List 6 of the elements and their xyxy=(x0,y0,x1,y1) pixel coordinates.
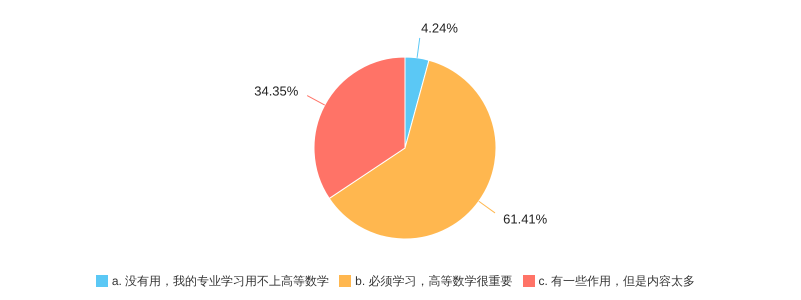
data-label: 61.41% xyxy=(503,211,548,226)
legend-label: b. 必须学习，高等数学很重要 xyxy=(355,274,512,288)
legend-label: a. 没有用，我的专业学习用不上高等数学 xyxy=(112,274,330,288)
data-label: 4.24% xyxy=(421,20,458,36)
data-label: 34.35% xyxy=(254,83,299,98)
legend-label: c. 有一些作用，但是内容太多 xyxy=(538,274,696,288)
